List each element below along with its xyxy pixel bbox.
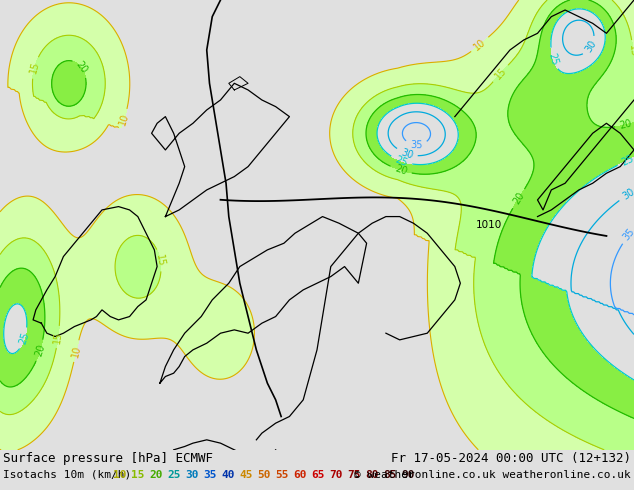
Text: 10: 10 [70,344,82,358]
Text: 65: 65 [311,470,325,480]
Text: 20: 20 [394,163,408,177]
Text: 25: 25 [167,470,181,480]
Text: 20: 20 [74,60,89,75]
Text: Surface pressure [hPa] ECMWF: Surface pressure [hPa] ECMWF [3,452,213,465]
Text: 15: 15 [53,330,64,344]
Text: 15: 15 [628,45,634,58]
Text: 30: 30 [399,147,414,161]
Text: 15: 15 [493,66,508,81]
Text: 1010: 1010 [476,220,502,230]
Text: 20: 20 [149,470,162,480]
Text: 20: 20 [511,191,526,206]
Text: 30: 30 [621,187,634,202]
Text: © weatheronline.co.uk weatheronline.co.uk: © weatheronline.co.uk weatheronline.co.u… [354,470,631,480]
Text: 75: 75 [347,470,361,480]
Text: 20: 20 [34,343,47,358]
Text: Isotachs 10m (km/h): Isotachs 10m (km/h) [3,470,131,480]
Text: 90: 90 [401,470,415,480]
Text: Fr 17-05-2024 00:00 UTC (12+132): Fr 17-05-2024 00:00 UTC (12+132) [391,452,631,465]
Text: 35: 35 [621,227,634,243]
Text: 85: 85 [383,470,396,480]
Text: 50: 50 [257,470,271,480]
Text: 25: 25 [620,153,634,168]
Text: 30: 30 [584,39,598,54]
Text: 40: 40 [221,470,235,480]
Text: 15: 15 [154,253,166,267]
Text: 15: 15 [28,60,41,75]
Text: 25: 25 [18,331,31,346]
Text: 45: 45 [239,470,252,480]
Text: 60: 60 [293,470,306,480]
Text: 10: 10 [113,470,127,480]
Text: 35: 35 [203,470,216,480]
Text: 10: 10 [117,112,131,127]
Text: 25: 25 [547,51,560,66]
Text: 30: 30 [185,470,198,480]
Text: 55: 55 [275,470,288,480]
Text: 80: 80 [365,470,378,480]
Text: 35: 35 [410,140,423,150]
Text: 15: 15 [131,470,145,480]
Text: 20: 20 [619,119,633,131]
Text: 25: 25 [394,154,409,168]
Text: 10: 10 [472,37,488,52]
Text: 70: 70 [329,470,342,480]
